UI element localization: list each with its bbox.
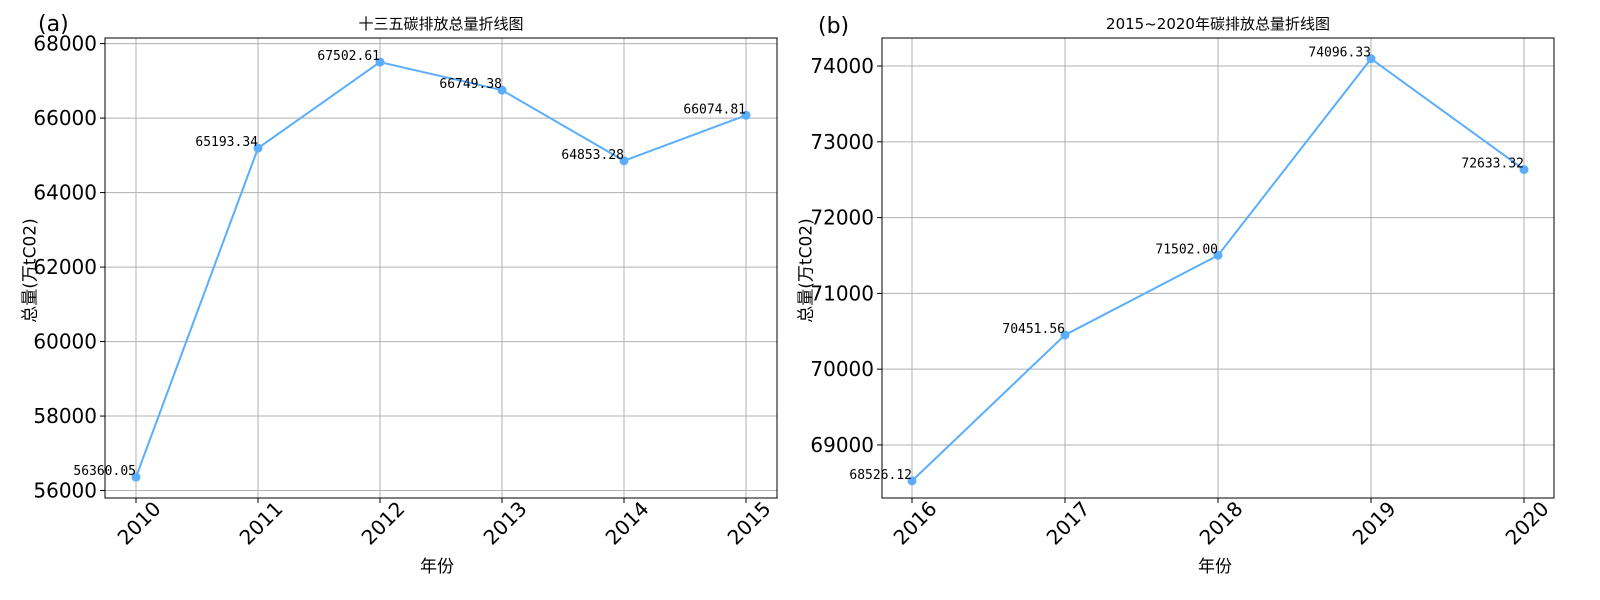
x-tick-label-a-4: 2014 — [601, 497, 654, 550]
data-point-b-4 — [1519, 165, 1529, 175]
y-tick-label-a-3: 62000 — [33, 255, 97, 279]
y-tick-label-b-4: 73000 — [810, 130, 874, 154]
data-label-a-0: 56360.05 — [73, 464, 136, 479]
data-point-a-3 — [497, 85, 507, 95]
x-axis-title-a: 年份 — [420, 557, 454, 577]
data-point-a-0 — [131, 472, 141, 482]
x-tick-label-a-1: 2011 — [235, 497, 288, 550]
x-axis-title-b: 年份 — [1198, 557, 1232, 577]
data-label-b-3: 74096.33 — [1308, 46, 1371, 61]
chart-panel-a: (a) 十三五碳排放总量折线图 56000 58000 60000 62000 6400… — [16, 12, 778, 577]
data-point-b-2 — [1213, 250, 1223, 260]
y-tick-label-b-1: 70000 — [810, 357, 874, 381]
data-point-a-4 — [619, 156, 629, 166]
x-tick-label-b-3: 2019 — [1348, 497, 1401, 550]
data-point-b-0 — [907, 476, 917, 486]
data-label-b-1: 70451.56 — [1002, 322, 1065, 337]
chart-title-b: 2015~2020年碳排放总量折线图 — [1106, 15, 1330, 33]
data-label-b-4: 72633.32 — [1461, 157, 1524, 172]
y-tick-label-a-6: 68000 — [33, 32, 97, 56]
y-tick-label-a-4: 64000 — [33, 181, 97, 205]
series-line-a — [135, 61, 747, 478]
data-label-a-5: 66074.81 — [683, 102, 746, 117]
y-axis-title-a-text: 总量(万tC02) — [20, 218, 41, 323]
data-label-a-1: 65193.34 — [195, 135, 258, 150]
data-label-b-2: 71502.00 — [1155, 242, 1218, 257]
x-tick-label-b-2: 2018 — [1195, 497, 1248, 550]
x-tick-label-a-3: 2013 — [479, 497, 532, 550]
data-label-a-2: 67502.61 — [317, 49, 380, 64]
y-tick-label-b-5: 74000 — [810, 54, 874, 78]
x-tick-label-b-0: 2016 — [889, 497, 942, 550]
y-tick-label-b-3: 72000 — [810, 206, 874, 230]
data-point-a-2 — [375, 57, 385, 67]
x-tick-label-a-5: 2015 — [723, 497, 776, 550]
x-tick-label-a-2: 2012 — [357, 497, 410, 550]
chart-title-a: 十三五碳排放总量折线图 — [358, 15, 524, 33]
grid-b — [882, 38, 1554, 498]
x-tick-label-b-4: 2020 — [1501, 497, 1554, 550]
plot-frame-a — [104, 37, 778, 499]
data-point-a-1 — [253, 143, 263, 153]
data-label-a-4: 64853.28 — [561, 148, 624, 163]
y-axis-title-b-text: 总量(万tC02) — [796, 218, 817, 323]
y-axis-title-b: 总量(万tC02) — [792, 201, 817, 341]
y-tick-label-b-0: 69000 — [810, 433, 874, 457]
panel-label-b: (b) — [818, 14, 850, 39]
x-tick-label-a-0: 2010 — [113, 497, 166, 550]
y-tick-label-a-0: 56000 — [33, 479, 97, 503]
data-point-b-3 — [1366, 54, 1376, 64]
y-tick-label-a-5: 66000 — [33, 106, 97, 130]
data-point-a-5 — [741, 110, 751, 120]
x-tick-label-b-1: 2017 — [1042, 497, 1095, 550]
y-tick-label-a-2: 60000 — [33, 330, 97, 354]
y-axis-title-a: 总量(万tC02) — [16, 201, 41, 341]
data-label-b-0: 68526.12 — [849, 468, 912, 483]
data-label-a-3: 66749.38 — [439, 77, 502, 92]
chart-b-plot: 69000 70000 71000 72000 73000 74000 2016 2017 20… — [810, 37, 1555, 550]
chart-panel-b: (b) 2015~2020年碳排放总量折线图 69000 70000 71000 72… — [776, 0, 1576, 600]
y-tick-label-a-1: 58000 — [33, 404, 97, 428]
chart-a-plot: 56000 58000 60000 62000 64000 66000 68000 2010 2… — [33, 32, 778, 550]
data-point-b-1 — [1060, 330, 1070, 340]
y-tick-label-b-2: 71000 — [810, 281, 874, 305]
grid-a — [105, 38, 777, 498]
panel-label-a: (a) — [38, 12, 69, 37]
